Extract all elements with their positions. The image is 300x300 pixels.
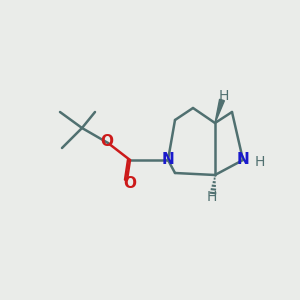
Text: O: O <box>124 176 136 191</box>
Text: N: N <box>237 152 249 167</box>
Text: H: H <box>255 155 265 169</box>
Text: O: O <box>100 134 113 149</box>
Text: N: N <box>162 152 174 167</box>
Text: H: H <box>219 89 229 103</box>
Polygon shape <box>215 99 224 123</box>
Text: H: H <box>207 190 217 204</box>
